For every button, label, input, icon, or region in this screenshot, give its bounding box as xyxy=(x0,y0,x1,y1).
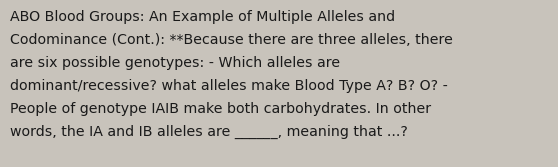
Text: dominant/recessive? what alleles make Blood Type A? B? O? -: dominant/recessive? what alleles make Bl… xyxy=(10,79,448,93)
Text: ABO Blood Groups: An Example of Multiple Alleles and: ABO Blood Groups: An Example of Multiple… xyxy=(10,10,395,24)
Text: People of genotype IAIB make both carbohydrates. In other: People of genotype IAIB make both carboh… xyxy=(10,102,431,116)
Text: are six possible genotypes: - Which alleles are: are six possible genotypes: - Which alle… xyxy=(10,56,340,70)
Text: Codominance (Cont.): **Because there are three alleles, there: Codominance (Cont.): **Because there are… xyxy=(10,33,453,47)
Text: words, the IA and IB alleles are ______, meaning that ...?: words, the IA and IB alleles are ______,… xyxy=(10,125,408,139)
